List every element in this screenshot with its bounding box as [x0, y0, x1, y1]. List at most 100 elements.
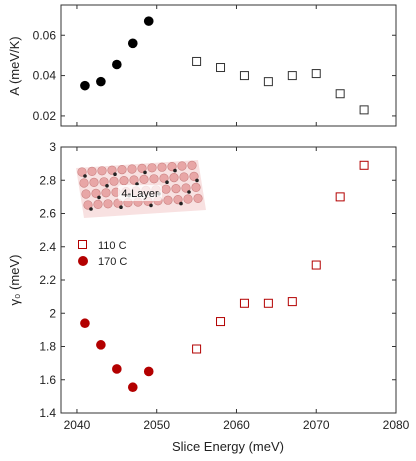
bottom-y-tick-label: 3: [49, 140, 56, 154]
inset-atom: [109, 176, 119, 186]
inset-atom: [97, 166, 107, 176]
bottom-point-open-square: [263, 298, 273, 308]
bottom-point-open-square: [192, 344, 202, 354]
inset-atom-dark: [187, 190, 191, 194]
inset-atom: [169, 173, 179, 183]
legend-marker-170c: [78, 256, 88, 266]
legend: 110 C 170 C: [78, 240, 127, 268]
bottom-series: [80, 160, 369, 393]
inset-atom: [193, 193, 203, 203]
bottom-point-filled-circle: [80, 318, 90, 329]
x-tick-label: 2040: [64, 418, 91, 432]
inset-atom-dark: [119, 205, 123, 209]
inset-atom: [163, 195, 173, 205]
bottom-point-open-square: [239, 298, 249, 308]
inset-label: 4-Layer: [121, 188, 159, 200]
x-axis-label: Slice Energy (meV): [172, 439, 284, 454]
top-x-ticks: [76, 5, 397, 126]
top-point-filled-circle: [80, 80, 90, 91]
top-y-axis-label: A (meV/K): [7, 36, 22, 95]
top-y-tick-label: 0.06: [33, 28, 57, 42]
inset-atom-dark: [135, 182, 139, 186]
inset-atom-dark: [165, 180, 169, 184]
inset-atom: [161, 184, 171, 194]
bottom-point-open-square: [216, 317, 226, 327]
inset-4-layer-crystal: 4-Layer: [76, 160, 206, 218]
top-panel: 0.02 0.04 0.06 A (meV/K): [7, 4, 397, 127]
inset-atom: [91, 188, 101, 198]
x-tick-label: 2070: [303, 418, 330, 432]
inset-atom: [127, 164, 137, 174]
top-y-tick-label: 0.02: [33, 109, 57, 123]
inset-atom: [129, 175, 139, 185]
top-point-open-square: [216, 63, 226, 73]
top-point-open-square: [239, 71, 249, 81]
bottom-y-tick-label: 2: [49, 306, 56, 320]
x-tick-label: 2050: [143, 418, 170, 432]
bottom-y-tick-label: 2.4: [39, 240, 56, 254]
bottom-y-tick-label: 2.8: [39, 173, 56, 187]
inset-atom: [79, 178, 89, 188]
top-point-open-square: [311, 69, 321, 79]
inset-atom: [89, 177, 99, 187]
top-point-open-square: [335, 89, 345, 99]
inset-atom: [147, 163, 157, 173]
top-point-filled-circle: [112, 59, 122, 70]
inset-atom: [171, 184, 181, 194]
bottom-point-open-square: [359, 160, 369, 170]
inset-atom-dark: [195, 178, 199, 183]
inset-atom: [187, 160, 197, 170]
bottom-point-filled-circle: [112, 364, 122, 374]
inset-atom: [173, 195, 183, 205]
top-y-tick-label: 0.04: [33, 69, 57, 83]
inset-atom-dark: [179, 201, 183, 206]
x-tick-label: 2060: [223, 418, 250, 432]
inset-atom: [117, 165, 127, 175]
x-tick-label: 2080: [383, 418, 410, 432]
inset-atom: [77, 167, 87, 177]
inset-atom-dark: [173, 168, 177, 173]
inset-atom: [167, 162, 177, 172]
bottom-point-filled-circle: [143, 366, 154, 377]
top-point-filled-circle: [143, 16, 154, 26]
bottom-y-tick-label: 2.2: [39, 273, 56, 287]
inset-atom: [99, 177, 109, 187]
inset-atom: [103, 199, 113, 209]
bottom-y-ticks: 1.4 1.6 1.8 2 2.2 2.4 2.6 2.8 3: [39, 140, 396, 420]
inset-atom: [181, 183, 191, 193]
inset-atom: [189, 171, 199, 181]
inset-atom: [159, 173, 169, 183]
inset-atom-dark: [105, 184, 109, 188]
inset-atom: [113, 198, 123, 208]
inset-atom: [139, 174, 149, 184]
inset-atom-dark: [97, 195, 101, 200]
bottom-point-open-square: [335, 192, 345, 202]
legend-label-170c: 170 C: [98, 256, 127, 268]
bottom-point-filled-circle: [96, 340, 106, 350]
inset-atom: [157, 162, 167, 172]
top-point-filled-circle: [96, 76, 106, 87]
inset-atom: [137, 163, 147, 173]
inset-atom: [119, 176, 129, 186]
top-plot-frame: [60, 4, 397, 127]
inset-atom: [183, 194, 193, 204]
inset-atom-dark: [89, 207, 93, 211]
bottom-y-axis-label: γ₀ (meV): [7, 255, 22, 306]
top-series: [80, 16, 369, 115]
top-point-open-square: [192, 56, 202, 66]
inset-atom-dark: [143, 170, 147, 175]
bottom-panel: 1.4 1.6 1.8 2 2.2 2.4 2.6 2.8 3 2040 2050 2060 2070…: [7, 140, 410, 454]
bottom-point-open-square: [311, 260, 321, 270]
inset-atom-dark: [149, 203, 153, 208]
bottom-y-tick-label: 2.6: [39, 207, 56, 221]
top-point-open-square: [359, 105, 369, 115]
inset-atom: [149, 174, 159, 184]
inset-atom: [107, 165, 117, 175]
inset-label-backdrop: [118, 185, 162, 201]
bottom-point-open-square: [287, 297, 297, 307]
bottom-y-tick-label: 1.6: [39, 373, 56, 387]
bottom-y-tick-label: 1.4: [39, 406, 56, 420]
inset-atom: [191, 182, 201, 192]
